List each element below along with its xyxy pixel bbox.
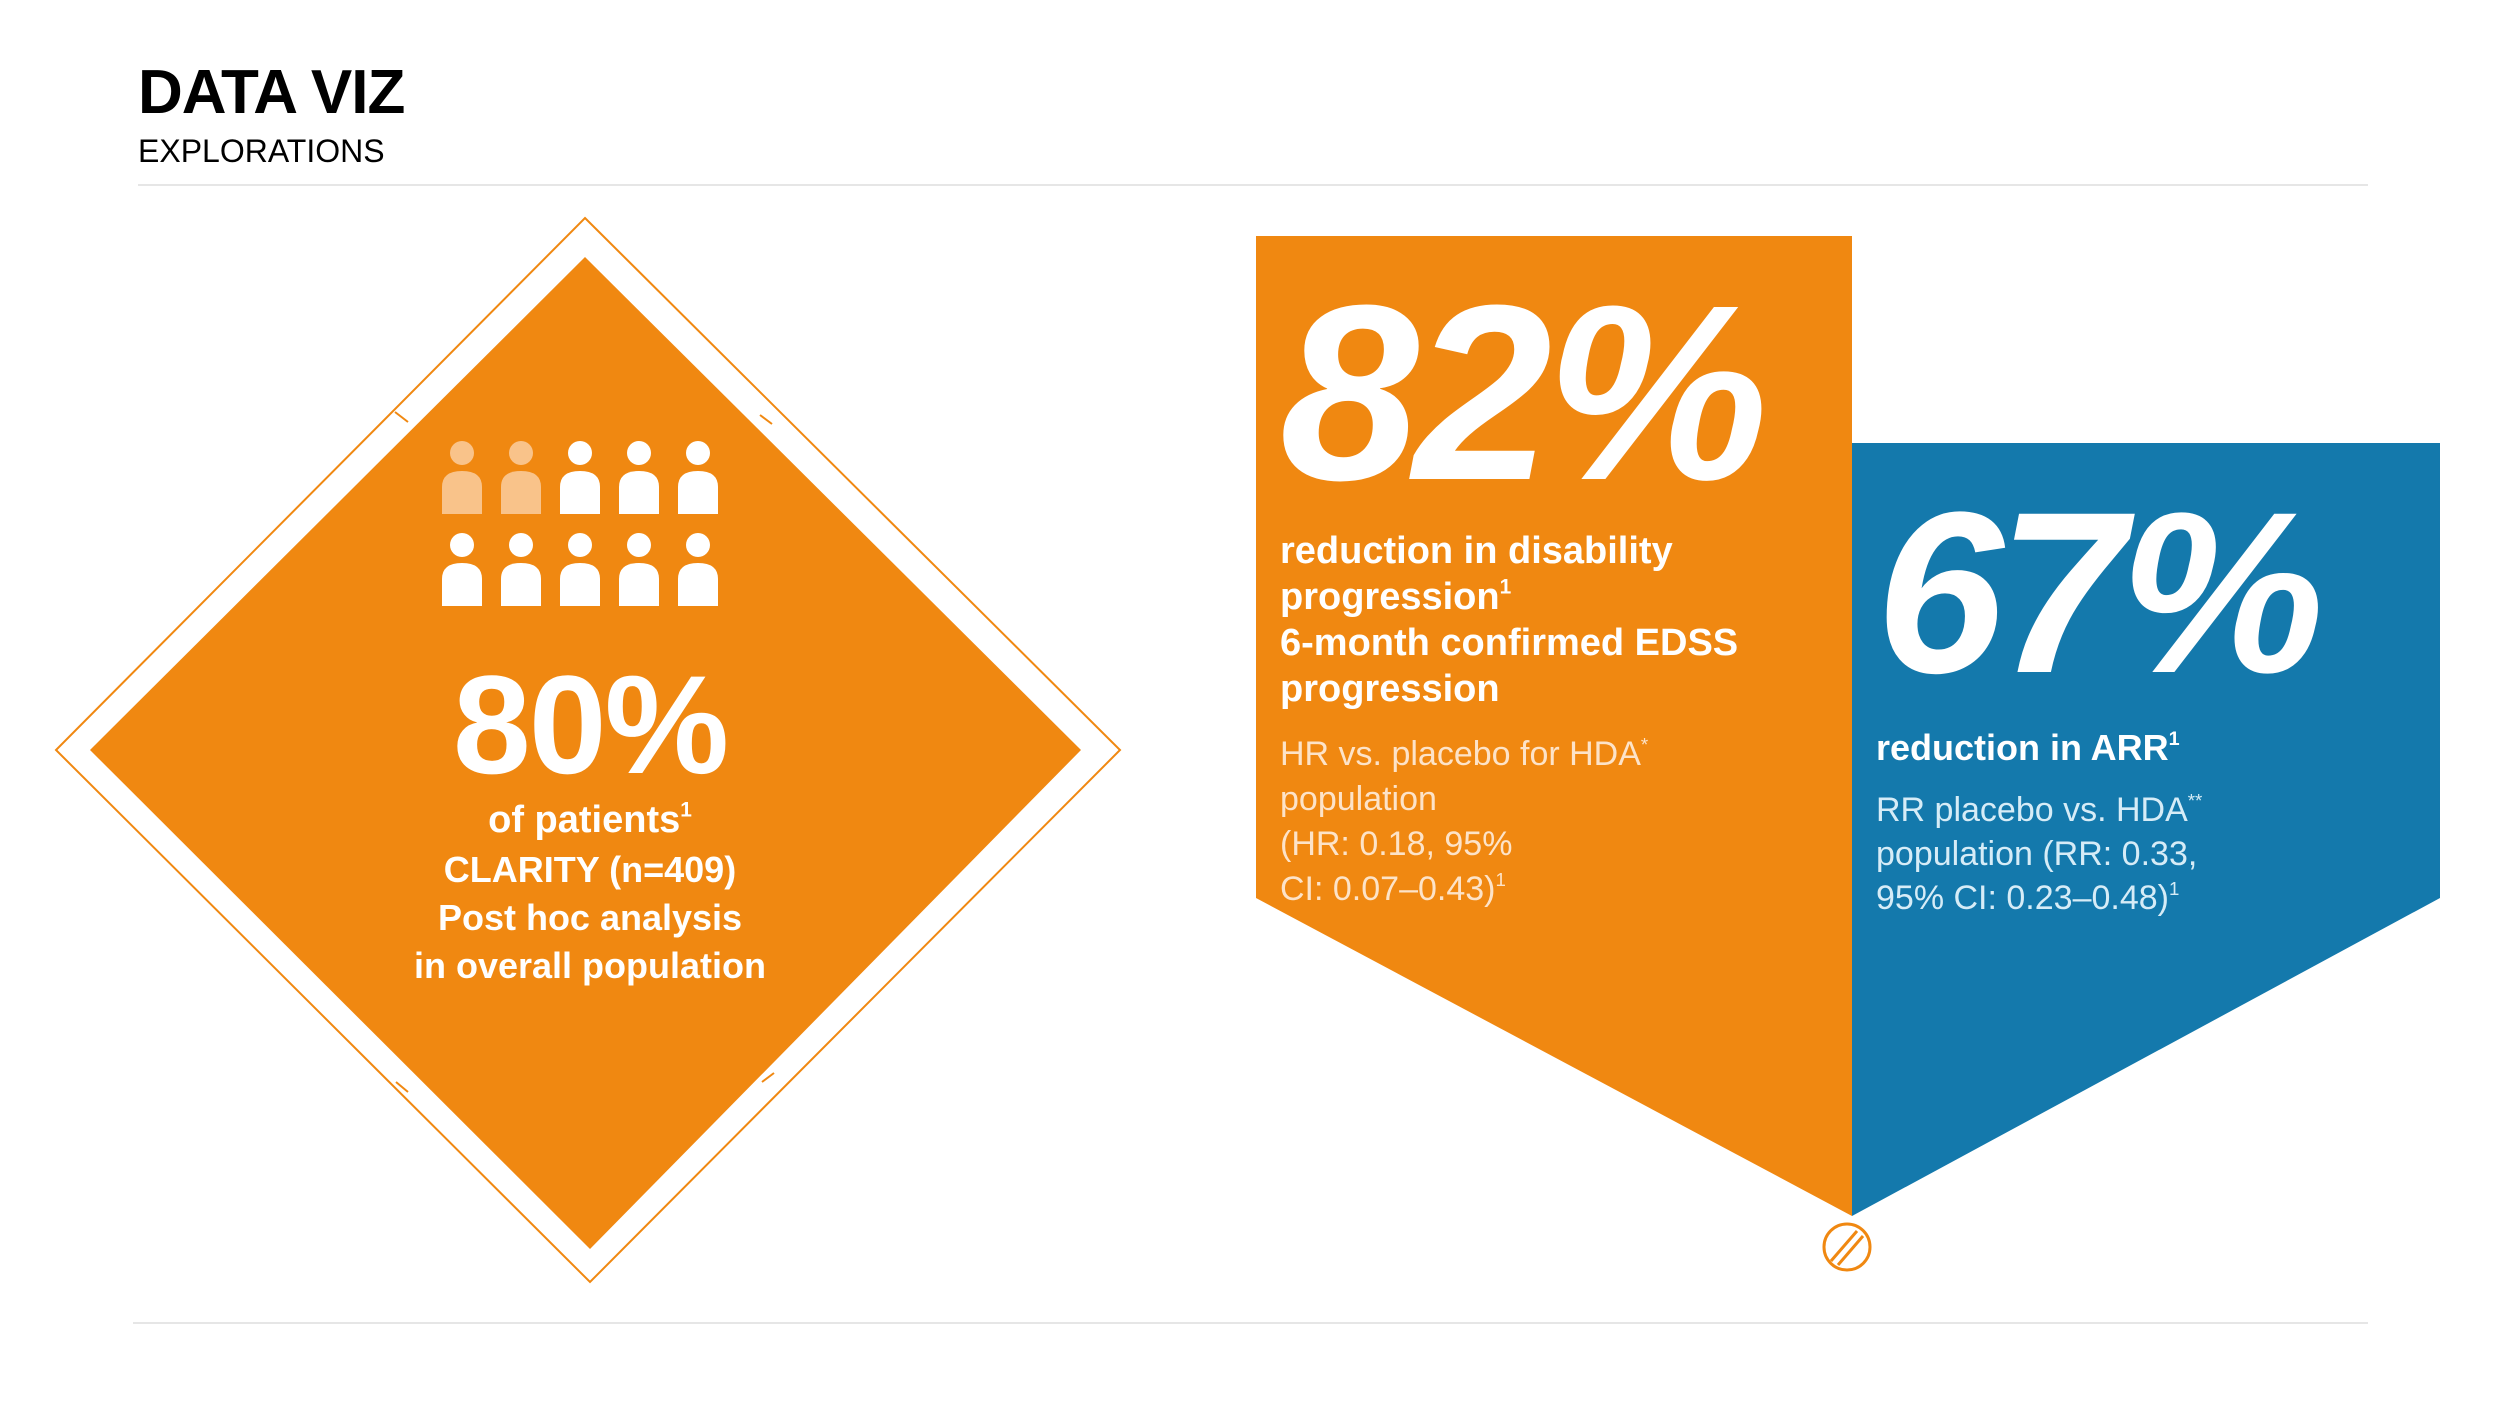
people-icons	[442, 441, 718, 606]
header-divider	[138, 184, 2368, 186]
stat-82-block: 82% reduction in disability progression1…	[1280, 268, 1850, 912]
stat-80-line1: CLARITY (n=409)	[443, 849, 737, 890]
people-grid	[440, 440, 730, 610]
person-icon	[501, 533, 541, 606]
stat-82-value: 82%	[1280, 253, 1768, 532]
person-icon	[442, 441, 482, 514]
stat-82-label: reduction in disability progression1 6-m…	[1280, 530, 1739, 710]
page-subtitle: EXPLORATIONS	[138, 133, 385, 169]
person-icon	[678, 441, 718, 514]
stat-80-line3: in overall population	[413, 945, 767, 986]
person-icon	[619, 533, 659, 606]
person-icon	[501, 441, 541, 514]
person-icon	[560, 441, 600, 514]
stat-80-value: 80%	[452, 646, 729, 803]
diamond-fill	[90, 257, 1081, 1249]
orange-chevron	[1256, 236, 1852, 1216]
stat-82-detail: HR vs. placebo for HDA* population (HR: …	[1280, 733, 1649, 908]
stat-80-line2: Post hoc analysis	[437, 897, 743, 938]
stat-67-value: 67%	[1876, 464, 2324, 721]
person-icon	[619, 441, 659, 514]
stat-67-label: reduction in ARR1	[1876, 727, 2180, 768]
person-icon	[442, 533, 482, 606]
person-icon	[560, 533, 600, 606]
stat-67-block: 67% reduction in ARR1 RR placebo vs. HDA…	[1876, 478, 2436, 920]
diamond-outline	[54, 216, 1122, 1284]
stat-80-block: 80% of patients1 CLARITY (n=409) Post ho…	[330, 655, 850, 990]
blue-chevron	[1852, 443, 2440, 1216]
page-title: DATA VIZ	[138, 58, 405, 127]
stat-67-detail: RR placebo vs. HDA** population (RR: 0.3…	[1876, 789, 2203, 917]
pill-icon	[1822, 1222, 1872, 1272]
footer-divider	[133, 1322, 2368, 1324]
stat-80-label: of patients1	[488, 798, 692, 841]
person-icon	[678, 533, 718, 606]
